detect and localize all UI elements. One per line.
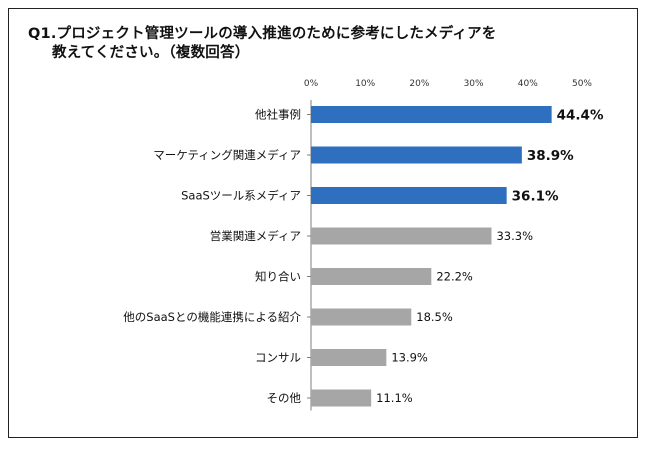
data-label: 38.9% [527, 148, 574, 164]
x-tick-label: 0% [304, 79, 319, 89]
category-label: マーケティング関連メディア [153, 148, 301, 162]
chart-title-line-1: Q1.プロジェクト管理ツールの導入推進のために参考にしたメディアを [28, 26, 497, 42]
bar [311, 308, 412, 326]
data-label: 22.2% [436, 270, 473, 284]
x-tick-label: 10% [355, 79, 375, 89]
x-tick-label: 20% [409, 79, 429, 89]
category-label: その他 [267, 391, 302, 405]
category-label: 営業関連メディア [210, 229, 301, 243]
category-label: 他のSaaSとの機能連携による紹介 [123, 310, 301, 324]
data-label: 13.9% [391, 351, 428, 365]
data-label: 18.5% [416, 310, 453, 324]
bar [311, 146, 522, 164]
bar [311, 187, 507, 204]
chart-title-line-2: 教えてください。（複数回答） [52, 45, 250, 61]
bar [311, 106, 552, 123]
data-label: 36.1% [512, 189, 559, 205]
x-tick-label: 40% [518, 79, 538, 89]
data-label: 44.4% [557, 108, 604, 124]
data-label: 33.3% [496, 229, 533, 243]
category-label: SaaSツール系メディア [181, 189, 301, 203]
bar [311, 227, 492, 245]
category-label: 他社事例 [255, 108, 301, 122]
x-tick-label: 50% [572, 79, 592, 89]
chart-frame [8, 8, 638, 438]
x-tick-label: 30% [464, 79, 484, 89]
bar [311, 389, 372, 407]
bar [311, 349, 387, 366]
category-label: 知り合い [255, 270, 301, 284]
data-label: 11.1% [376, 391, 413, 405]
bar [311, 268, 432, 285]
category-label: コンサル [255, 351, 301, 365]
